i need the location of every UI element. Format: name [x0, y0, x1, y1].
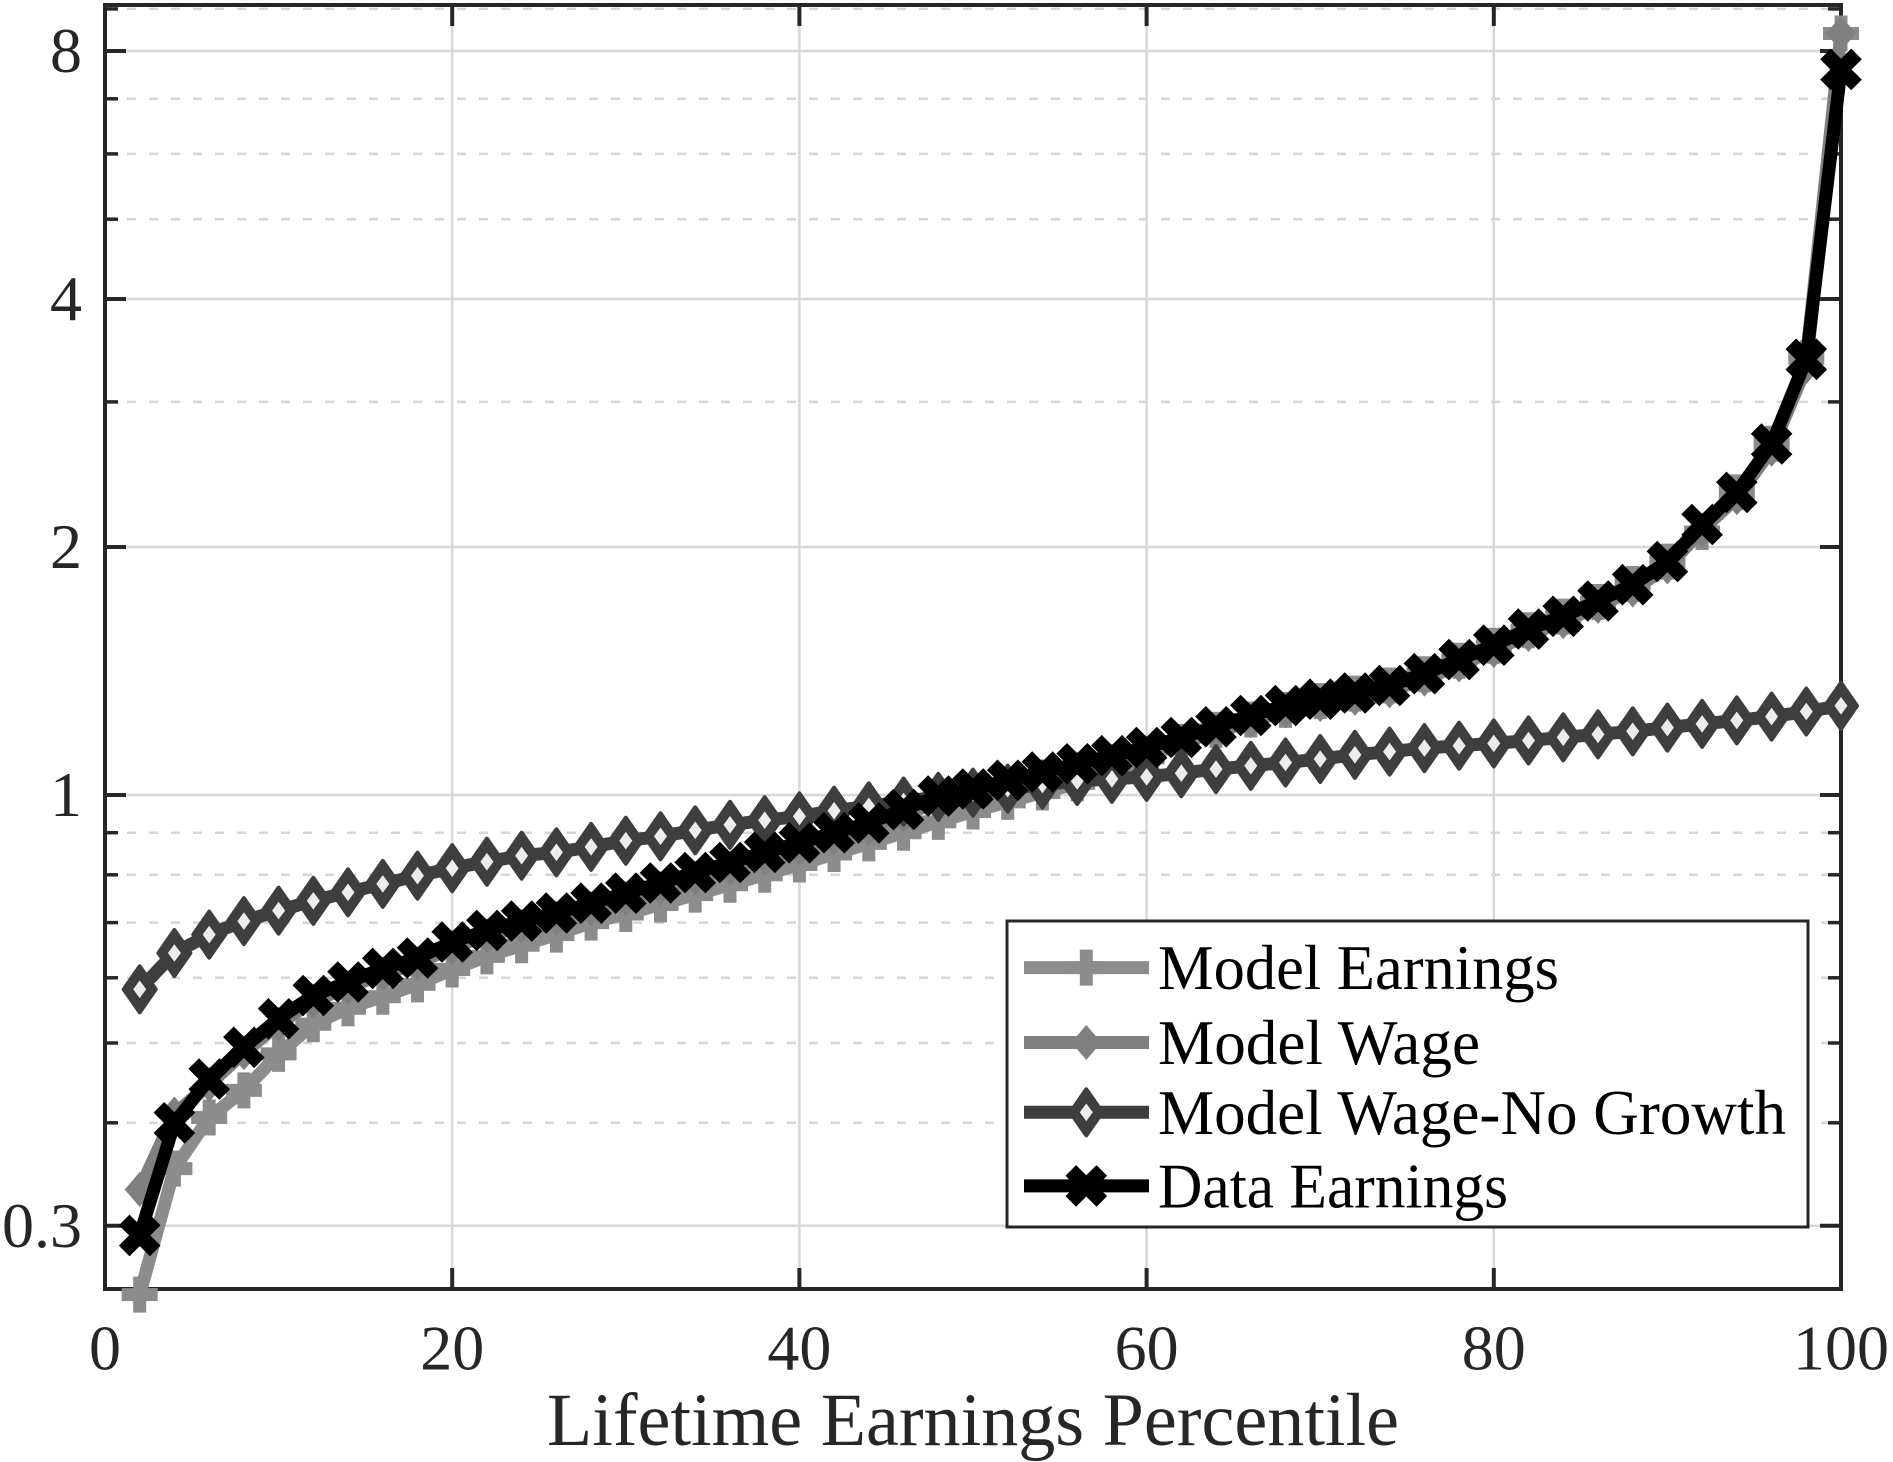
- svg-text:0: 0: [89, 1313, 121, 1384]
- svg-text:20: 20: [420, 1313, 484, 1384]
- svg-text:8: 8: [50, 15, 82, 86]
- svg-text:Lifetime Earnings Percentile: Lifetime Earnings Percentile: [547, 1379, 1399, 1462]
- svg-text:40: 40: [767, 1313, 831, 1384]
- svg-text:100: 100: [1793, 1313, 1889, 1384]
- svg-text:80: 80: [1462, 1313, 1526, 1384]
- svg-text:Model Earnings: Model Earnings: [1158, 933, 1559, 1003]
- svg-text:Data Earnings: Data Earnings: [1158, 1151, 1508, 1221]
- svg-text:2: 2: [50, 511, 82, 582]
- svg-text:1: 1: [50, 759, 82, 830]
- svg-text:Model Wage-No Growth: Model Wage-No Growth: [1158, 1078, 1786, 1148]
- svg-text:4: 4: [50, 263, 82, 334]
- svg-text:Model Wage: Model Wage: [1158, 1008, 1480, 1078]
- svg-text:60: 60: [1115, 1313, 1179, 1384]
- svg-text:0.3: 0.3: [2, 1190, 82, 1261]
